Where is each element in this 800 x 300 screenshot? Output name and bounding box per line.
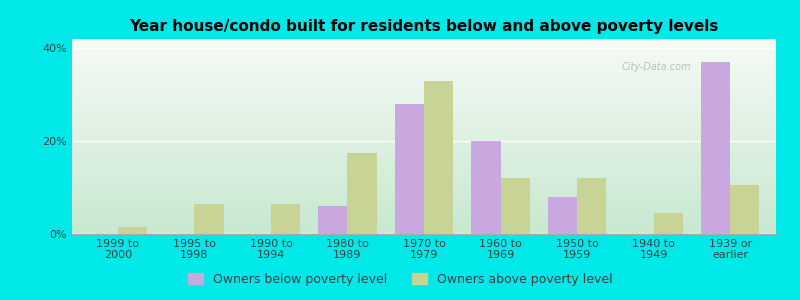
Bar [548, 197, 577, 234]
Legend: Owners below poverty level, Owners above poverty level: Owners below poverty level, Owners above… [182, 268, 618, 291]
Bar [318, 206, 347, 234]
Title: Year house/condo built for residents below and above poverty levels: Year house/condo built for residents bel… [130, 19, 718, 34]
Bar [701, 62, 730, 234]
Bar [577, 178, 606, 234]
Bar [118, 227, 147, 234]
Bar [424, 81, 453, 234]
Bar [654, 213, 682, 234]
Bar [471, 141, 501, 234]
Text: City-Data.com: City-Data.com [621, 62, 690, 72]
Bar [347, 153, 377, 234]
Bar [730, 185, 759, 234]
Bar [194, 204, 223, 234]
Bar [501, 178, 530, 234]
Bar [395, 104, 424, 234]
Bar [271, 204, 300, 234]
